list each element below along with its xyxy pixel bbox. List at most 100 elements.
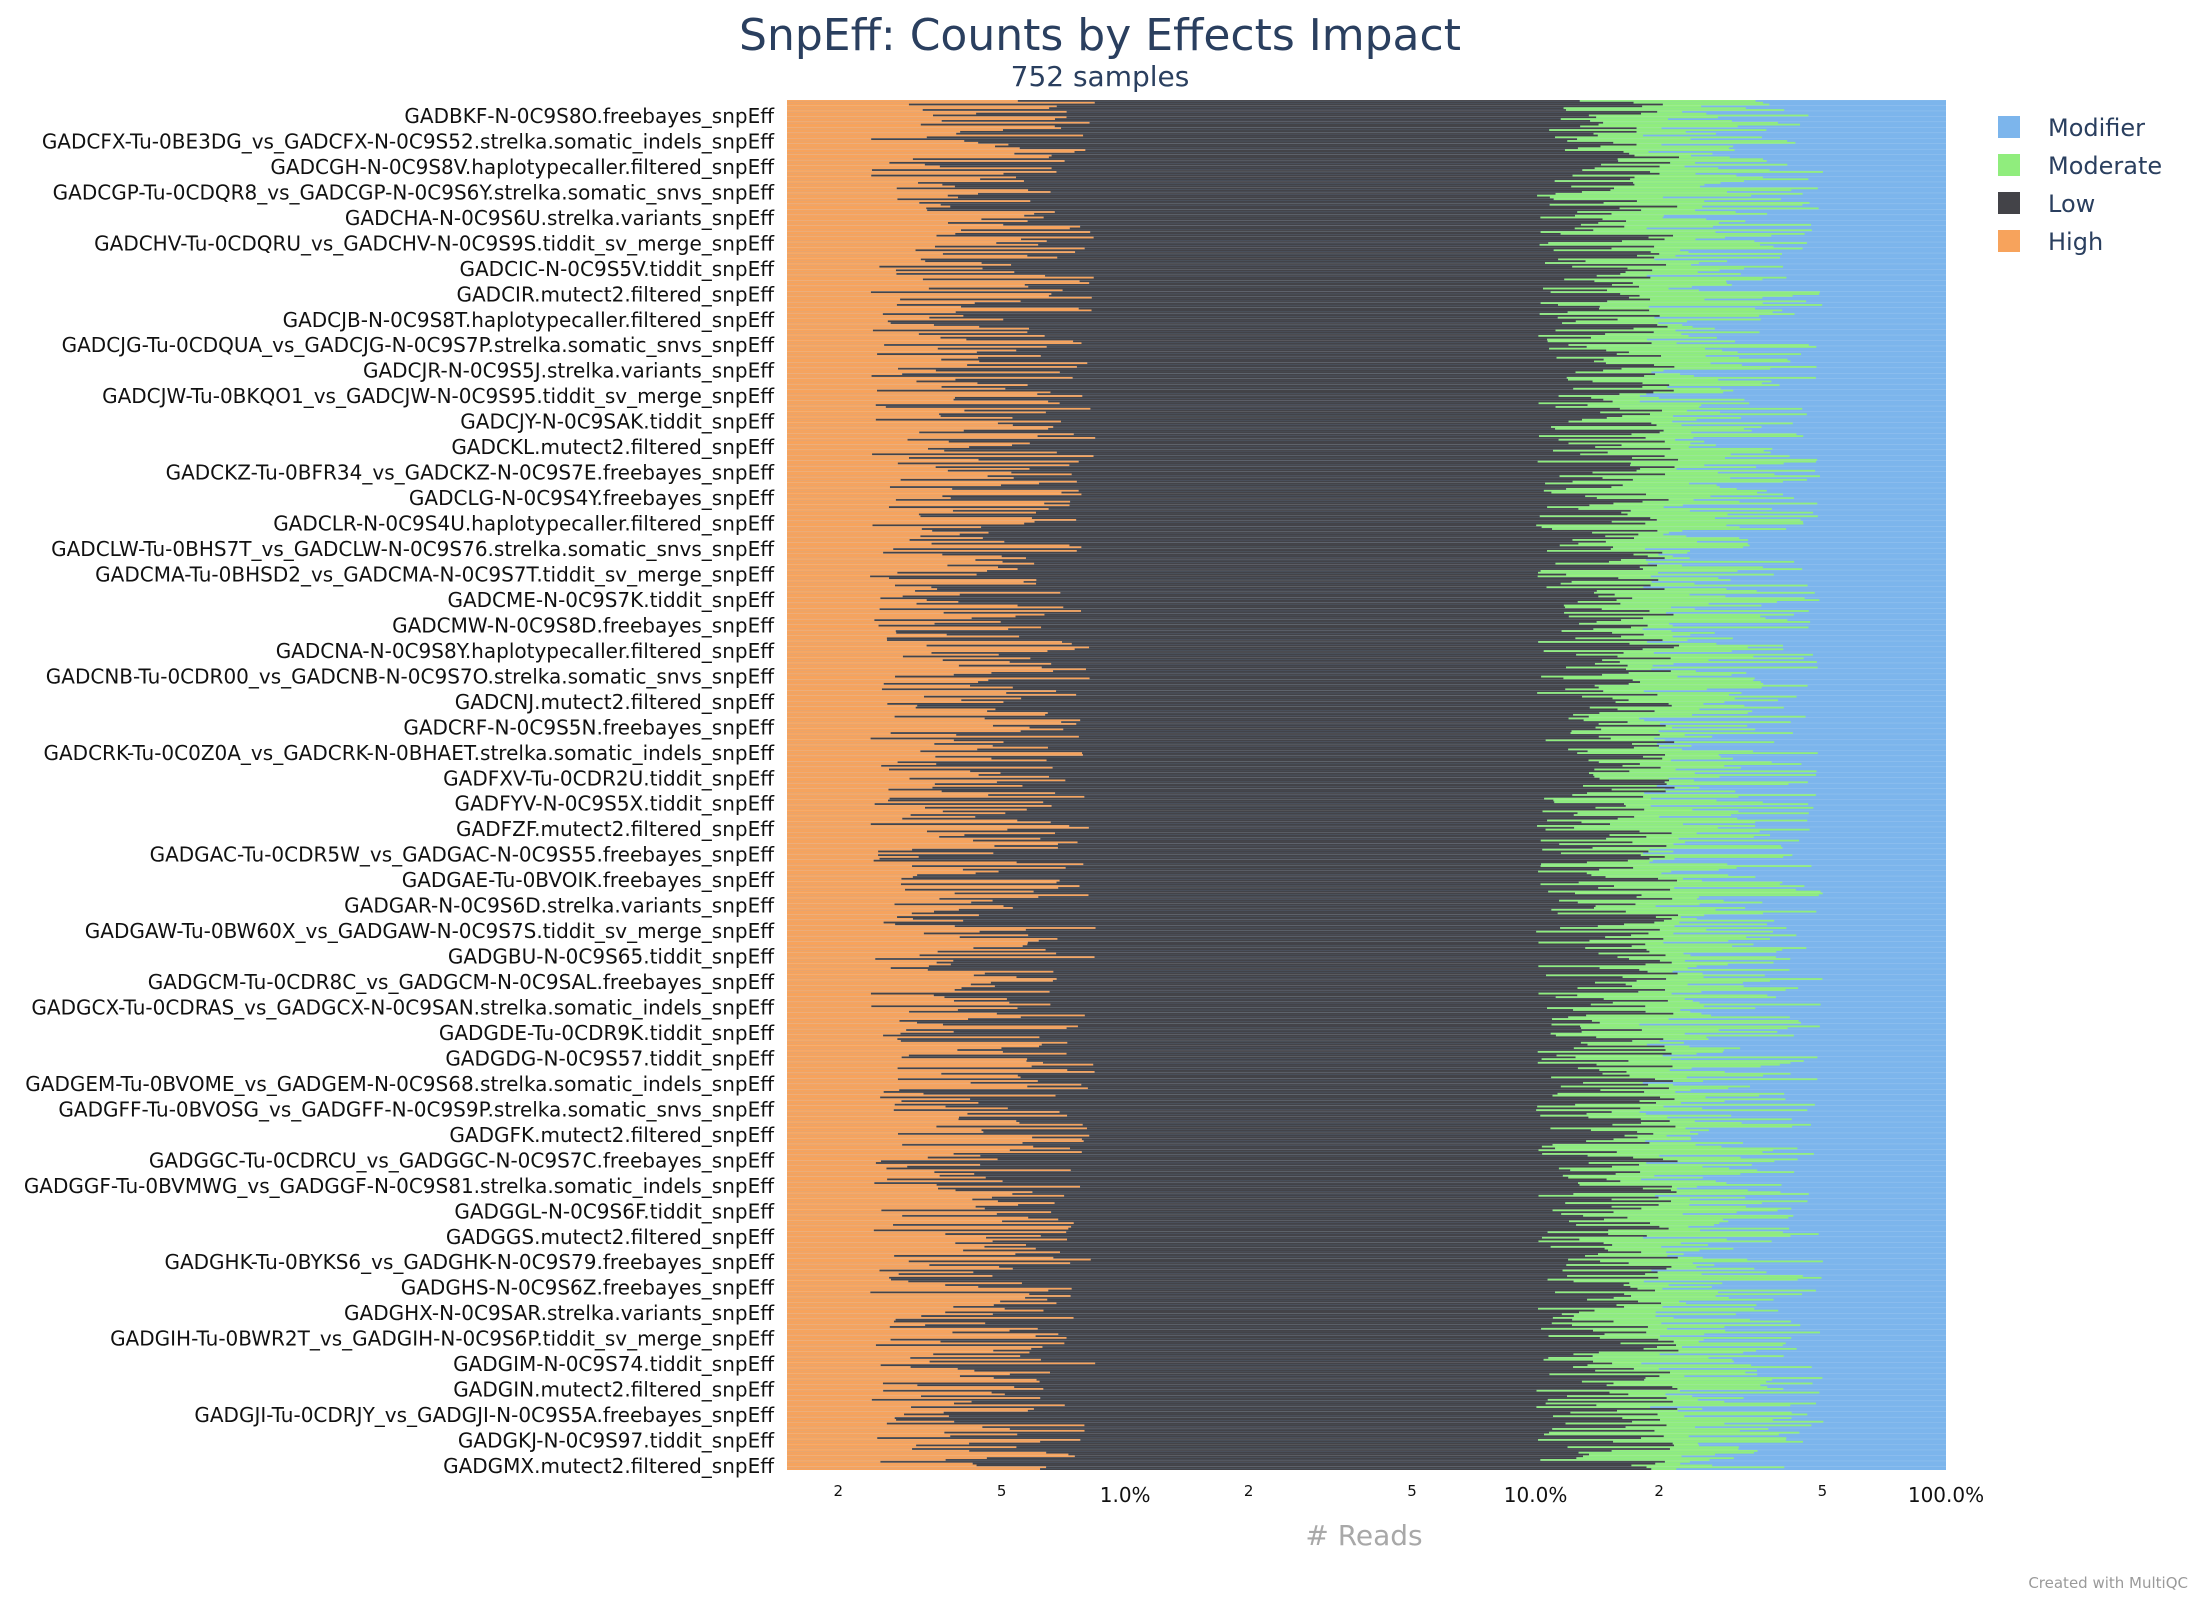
stacked-bar[interactable] (787, 794, 1816, 796)
stacked-bar[interactable] (787, 1056, 1818, 1059)
stacked-bar[interactable] (787, 440, 1705, 443)
stacked-bar[interactable] (787, 996, 1776, 999)
stacked-bar[interactable] (787, 495, 1711, 498)
stacked-bar[interactable] (787, 1468, 1677, 1470)
stacked-bar[interactable] (787, 1293, 1803, 1296)
stacked-bar[interactable] (787, 970, 1673, 973)
stacked-bar[interactable] (787, 1209, 1778, 1212)
stacked-bar[interactable] (787, 739, 1665, 742)
stacked-bar[interactable] (787, 713, 1692, 716)
stacked-bar[interactable] (787, 805, 1651, 807)
stacked-bar[interactable] (787, 386, 1668, 388)
stacked-bar[interactable] (787, 1417, 1792, 1419)
stacked-bar[interactable] (787, 856, 1784, 858)
stacked-bar[interactable] (787, 1034, 1794, 1037)
stacked-bar[interactable] (787, 1418, 1773, 1421)
stacked-bar[interactable] (787, 1285, 1712, 1288)
stacked-bar[interactable] (787, 908, 1716, 911)
stacked-bar[interactable] (787, 914, 1705, 917)
stacked-bar[interactable] (787, 810, 1739, 813)
stacked-bar[interactable] (787, 130, 1686, 133)
stacked-bar[interactable] (787, 788, 1666, 791)
stacked-bar[interactable] (787, 163, 1788, 166)
stacked-bar[interactable] (787, 1349, 1756, 1352)
stacked-bar[interactable] (787, 602, 1709, 605)
stacked-bar[interactable] (787, 994, 1768, 997)
stacked-bar[interactable] (787, 1111, 1640, 1113)
stacked-bar[interactable] (787, 145, 1734, 148)
stacked-bar[interactable] (787, 743, 1657, 745)
stacked-bar[interactable] (787, 181, 1721, 184)
stacked-bar[interactable] (787, 668, 1652, 671)
stacked-bar[interactable] (787, 650, 1732, 653)
stacked-bar[interactable] (787, 1316, 1674, 1319)
stacked-bar[interactable] (787, 774, 1817, 776)
stacked-bar[interactable] (787, 140, 1788, 142)
stacked-bar[interactable] (787, 1304, 1757, 1307)
stacked-bar[interactable] (787, 670, 1696, 673)
stacked-bar[interactable] (787, 1214, 1794, 1217)
stacked-bar[interactable] (787, 1408, 1703, 1410)
stacked-bar[interactable] (787, 958, 1791, 960)
stacked-bar[interactable] (787, 1193, 1809, 1195)
stacked-bar[interactable] (787, 420, 1673, 423)
stacked-bar[interactable] (787, 921, 1680, 924)
stacked-bar[interactable] (787, 621, 1811, 623)
stacked-bar[interactable] (787, 1289, 1816, 1292)
stacked-bar[interactable] (787, 655, 1754, 658)
stacked-bar[interactable] (787, 1007, 1756, 1010)
stacked-bar[interactable] (787, 712, 1748, 714)
stacked-bar[interactable] (787, 571, 1659, 574)
stacked-bar[interactable] (787, 460, 1816, 463)
stacked-bar[interactable] (787, 894, 1819, 897)
stacked-bar[interactable] (787, 752, 1818, 755)
stacked-bar[interactable] (787, 1027, 1788, 1030)
stacked-bar[interactable] (787, 304, 1823, 306)
stacked-bar[interactable] (787, 209, 1696, 212)
stacked-bar[interactable] (787, 498, 1694, 501)
stacked-bar[interactable] (787, 488, 1737, 490)
stacked-bar[interactable] (787, 1364, 1752, 1367)
stacked-bar[interactable] (787, 531, 1669, 534)
stacked-bar[interactable] (787, 1136, 1691, 1139)
stacked-bar[interactable] (787, 724, 1748, 727)
stacked-bar[interactable] (787, 770, 1817, 773)
stacked-bar[interactable] (787, 1320, 1792, 1323)
stacked-bar[interactable] (787, 519, 1801, 521)
stacked-bar[interactable] (787, 690, 1644, 693)
stacked-bar[interactable] (787, 477, 1731, 479)
stacked-bar[interactable] (787, 1431, 1800, 1434)
stacked-bar[interactable] (787, 1043, 1647, 1046)
stacked-bar[interactable] (787, 764, 1725, 767)
stacked-bar[interactable] (787, 1358, 1733, 1361)
stacked-bar[interactable] (787, 211, 1736, 213)
stacked-bar[interactable] (787, 229, 1812, 232)
stacked-bar[interactable] (787, 1134, 1667, 1137)
stacked-bar[interactable] (787, 365, 1817, 368)
stacked-bar[interactable] (787, 369, 1664, 372)
stacked-bar[interactable] (787, 367, 1771, 370)
stacked-bar[interactable] (787, 291, 1820, 294)
stacked-bar[interactable] (787, 513, 1728, 516)
stacked-bar[interactable] (787, 335, 1689, 337)
stacked-bar[interactable] (787, 586, 1644, 589)
stacked-bar[interactable] (787, 874, 1729, 877)
stacked-bar[interactable] (787, 356, 1740, 359)
stacked-bar[interactable] (787, 174, 1737, 177)
stacked-bar[interactable] (787, 666, 1818, 669)
stacked-bar[interactable] (787, 504, 1683, 507)
stacked-bar[interactable] (787, 1245, 1662, 1248)
stacked-bar[interactable] (787, 1105, 1664, 1108)
stacked-bar[interactable] (787, 309, 1783, 312)
stacked-bar[interactable] (787, 783, 1789, 785)
stacked-bar[interactable] (787, 580, 1652, 583)
stacked-bar[interactable] (787, 577, 1719, 580)
stacked-bar[interactable] (787, 1393, 1666, 1396)
stacked-bar[interactable] (787, 227, 1647, 230)
stacked-bar[interactable] (787, 1309, 1779, 1312)
stacked-bar[interactable] (787, 355, 1706, 357)
stacked-bar[interactable] (787, 1103, 1815, 1106)
stacked-bar[interactable] (787, 1191, 1781, 1194)
stacked-bar[interactable] (787, 331, 1760, 334)
stacked-bar[interactable] (787, 989, 1786, 991)
